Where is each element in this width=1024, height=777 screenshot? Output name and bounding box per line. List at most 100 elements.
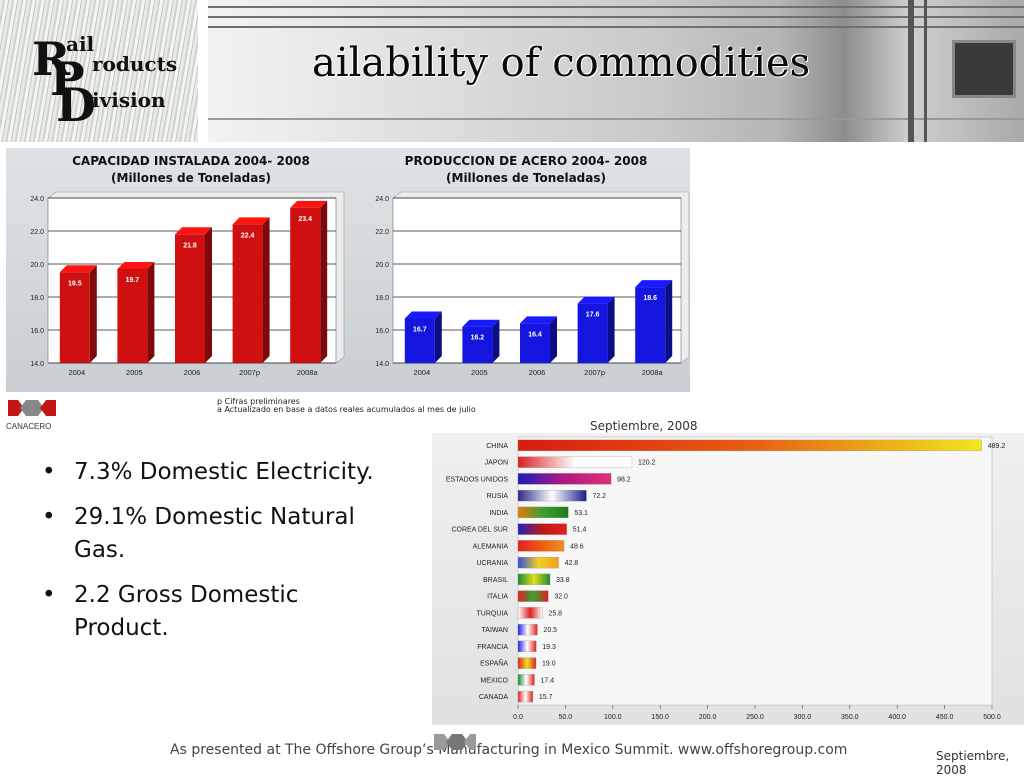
bullet-dot: • — [42, 459, 56, 485]
bar — [577, 303, 608, 363]
chart-1-title: CAPACIDAD INSTALADA 2004- 2008 — [72, 154, 310, 168]
bar-value-label: 17.4 — [540, 677, 554, 684]
bar-value-label: 51.4 — [573, 527, 587, 534]
y-tick-label: ITALIA — [487, 594, 508, 601]
x-tick-label: 200.0 — [699, 714, 717, 721]
x-tick-label: 2006 — [529, 368, 546, 377]
bar-value-label: 20.5 — [543, 627, 557, 634]
x-tick-label: 2006 — [184, 368, 201, 377]
y-tick-label: 24.0 — [375, 196, 389, 203]
bar-value-label: 22.4 — [241, 232, 255, 239]
y-tick-label: COREA DEL SUR — [451, 527, 508, 534]
y-tick-label: ESTADOS UNIDOS — [446, 476, 508, 483]
logo-text-roducts: roducts — [92, 52, 178, 76]
canacero-logo: CANACERO — [6, 400, 56, 431]
y-tick-label: TURQUIA — [477, 610, 509, 617]
x-tick-label: 0.0 — [513, 714, 523, 721]
bar-side — [492, 319, 500, 363]
chart-1-subtitle: (Millones de Toneladas) — [111, 171, 271, 185]
bullet-item: • 7.3% Domestic Electricity. — [42, 456, 392, 489]
y-tick-label: FRANCIA — [477, 644, 508, 651]
bar — [517, 674, 535, 686]
x-tick-label: 150.0 — [651, 714, 669, 721]
y-tick-label: JAPON — [485, 460, 508, 467]
y-tick-label: 14.0 — [30, 361, 44, 368]
logo-letter-p: P — [50, 52, 85, 106]
y-tick-label: CANADA — [479, 694, 509, 701]
bar-side — [434, 311, 442, 363]
x-tick-label: 2007p — [584, 368, 605, 377]
bar — [517, 623, 538, 636]
bar — [517, 690, 534, 703]
logo-letter-d: D — [56, 78, 96, 132]
x-tick-label: 2005 — [126, 368, 143, 377]
y-tick-label: MEXICO — [480, 677, 508, 684]
bar-side — [89, 265, 97, 363]
bar-top — [404, 311, 442, 319]
y-tick-label: 16.0 — [375, 328, 389, 335]
bar — [462, 326, 493, 363]
y-tick-label: BRASIL — [483, 577, 508, 584]
logo-letter-r: R — [32, 32, 71, 86]
y-tick-label: 22.0 — [30, 229, 44, 236]
bar — [117, 268, 148, 363]
bar-side — [665, 280, 673, 363]
rail-products-division-logo: R ail P roducts D ivision — [0, 0, 198, 142]
bullet-dot: • — [42, 582, 56, 608]
bar — [517, 506, 569, 519]
bar-value-label: 48.6 — [570, 543, 584, 550]
bar-top — [59, 265, 97, 273]
bullet-list: • 7.3% Domestic Electricity. • 29.1% Dom… — [42, 456, 392, 657]
bar — [59, 272, 90, 363]
x-tick-label: 450.0 — [936, 714, 954, 721]
bar-top — [290, 200, 328, 208]
bullet-text: 2.2 Gross Domestic Product. — [74, 582, 299, 641]
bar-value-label: 19.3 — [542, 644, 556, 651]
x-tick-label: 50.0 — [559, 714, 573, 721]
bar-value-label: 32.0 — [554, 594, 568, 601]
bar-side — [607, 296, 615, 363]
bar — [635, 287, 666, 363]
bar-side — [262, 217, 270, 363]
logo-text-ail: ail — [66, 32, 95, 56]
world-steel-panel: 0.0 50.0 100.0 150.0 200.0 250.0 300.0 350.0 400… — [432, 433, 1024, 725]
bar — [517, 439, 982, 452]
chart-2-title: PRODUCCION DE ACERO 2004- 2008 — [404, 154, 648, 168]
y-tick-label: INDIA — [489, 510, 508, 517]
y-tick-label: ALEMANIA — [473, 543, 509, 550]
bar-top — [117, 261, 155, 269]
x-tick-label: 2008a — [642, 368, 664, 377]
bullet-text: 29.1% Domestic Natural Gas. — [74, 504, 355, 563]
bar — [517, 556, 559, 569]
x-tick-label: 2004 — [68, 368, 85, 377]
world-steel-bar-chart: 0.0 50.0 100.0 150.0 200.0 250.0 300.0 350.0 400… — [446, 436, 1005, 721]
y-tick-label: ESPAÑA — [480, 659, 508, 668]
note-preliminary: p Cifras preliminares — [217, 397, 300, 406]
bullet-item: • 2.2 Gross Domestic Product. — [42, 579, 392, 645]
bar-value-label: 42.8 — [565, 560, 579, 567]
bullet-dot: • — [42, 504, 56, 530]
x-tick-label: 2007p — [239, 368, 260, 377]
x-tick-label: 100.0 — [604, 714, 622, 721]
steel-charts-panel: CAPACIDAD INSTALADA 2004- 2008 (Millones… — [6, 148, 690, 392]
bar — [517, 590, 549, 602]
bar-value-label: 53.1 — [574, 510, 588, 517]
x-tick-label: 350.0 — [841, 714, 859, 721]
bar-value-label: 18.6 — [643, 295, 657, 302]
y-tick-label: 20.0 — [375, 262, 389, 269]
bar-side — [147, 261, 155, 363]
bar — [232, 224, 263, 363]
bullet-text: 7.3% Domestic Electricity. — [74, 459, 374, 485]
bar-value-label: 19.7 — [126, 277, 140, 284]
bar — [520, 323, 550, 363]
header-banner: R ail P roducts D ivision ailability of … — [0, 0, 1024, 145]
x-tick-label: 500.0 — [983, 714, 1001, 721]
y-tick-label: 16.0 — [30, 328, 44, 335]
y-tick-label: 18.0 — [30, 295, 44, 302]
x-tick-label: 2008a — [297, 368, 319, 377]
train-station-photo — [208, 0, 1024, 142]
logo-text-ivision: ivision — [92, 88, 166, 112]
y-tick-label: 18.0 — [375, 295, 389, 302]
footer-credit: As presented at The Offshore Group’s Man… — [170, 742, 848, 758]
y-tick-label: 22.0 — [375, 229, 389, 236]
